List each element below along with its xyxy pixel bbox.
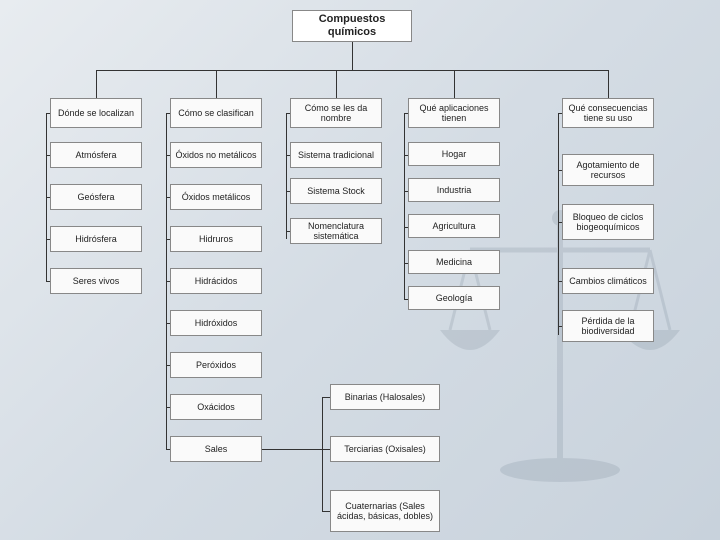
- root-node: Compuestos químicos: [292, 10, 412, 42]
- col-head-como: Cómo se clasifican: [170, 98, 262, 128]
- connector: [262, 449, 322, 450]
- connector: [404, 113, 408, 114]
- aplic-item: Industria: [408, 178, 500, 202]
- connector: [558, 113, 559, 335]
- nombre-item: Sistema tradicional: [290, 142, 382, 168]
- como-item: Oxácidos: [170, 394, 262, 420]
- connector: [322, 397, 330, 398]
- como-item: Hidruros: [170, 226, 262, 252]
- como-item: Óxidos no metálicos: [170, 142, 262, 168]
- como-item-sales: Sales: [170, 436, 262, 462]
- aplic-item: Agricultura: [408, 214, 500, 238]
- aplic-item: Hogar: [408, 142, 500, 166]
- donde-item: Atmósfera: [50, 142, 142, 168]
- como-item: Hidrácidos: [170, 268, 262, 294]
- donde-item: Seres vivos: [50, 268, 142, 294]
- connector: [404, 113, 405, 299]
- connector: [96, 70, 608, 71]
- connector: [286, 113, 287, 239]
- como-item: Hidróxidos: [170, 310, 262, 336]
- connector: [286, 113, 290, 114]
- como-item: Peróxidos: [170, 352, 262, 378]
- sales-item: Cuaternarias (Sales ácidas, básicas, dob…: [330, 490, 440, 532]
- connector: [96, 70, 97, 98]
- scale-watermark: [430, 200, 690, 500]
- consec-item: Bloqueo de ciclos biogeoquímicos: [562, 204, 654, 240]
- connector: [46, 113, 50, 114]
- consec-item: Agotamiento de recursos: [562, 154, 654, 186]
- col-head-aplic: Qué aplicaciones tienen: [408, 98, 500, 128]
- nombre-item: Sistema Stock: [290, 178, 382, 204]
- col-head-nombre: Cómo se les da nombre: [290, 98, 382, 128]
- sales-item: Binarias (Halosales): [330, 384, 440, 410]
- nombre-item: Nomenclatura sistemática: [290, 218, 382, 244]
- connector: [558, 113, 562, 114]
- connector: [322, 449, 330, 450]
- connector: [608, 70, 609, 98]
- connector: [336, 70, 337, 98]
- donde-item: Hidrósfera: [50, 226, 142, 252]
- aplic-item: Medicina: [408, 250, 500, 274]
- connector: [352, 42, 353, 70]
- connector: [454, 70, 455, 98]
- consec-item: Pérdida de la biodiversidad: [562, 310, 654, 342]
- consec-item: Cambios climáticos: [562, 268, 654, 294]
- col-head-consec: Qué consecuencias tiene su uso: [562, 98, 654, 128]
- connector: [322, 511, 330, 512]
- como-item: Óxidos metálicos: [170, 184, 262, 210]
- col-head-donde: Dónde se localizan: [50, 98, 142, 128]
- connector: [216, 70, 217, 98]
- connector: [322, 397, 323, 511]
- donde-item: Geósfera: [50, 184, 142, 210]
- sales-item: Terciarias (Oxisales): [330, 436, 440, 462]
- aplic-item: Geología: [408, 286, 500, 310]
- connector: [166, 113, 170, 114]
